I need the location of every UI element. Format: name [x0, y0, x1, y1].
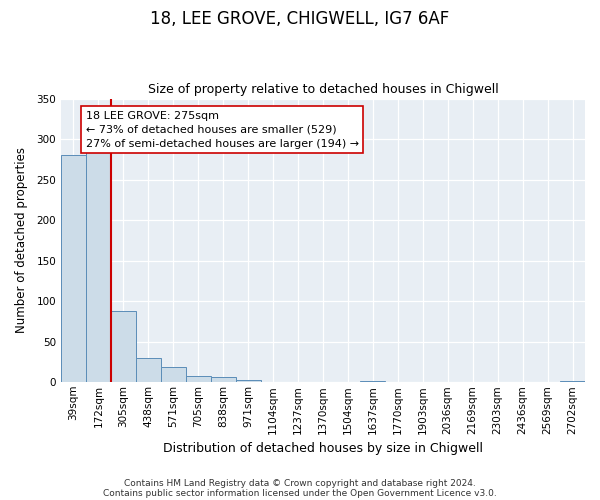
Text: Contains public sector information licensed under the Open Government Licence v3: Contains public sector information licen…	[103, 488, 497, 498]
Text: 18, LEE GROVE, CHIGWELL, IG7 6AF: 18, LEE GROVE, CHIGWELL, IG7 6AF	[151, 10, 449, 28]
Y-axis label: Number of detached properties: Number of detached properties	[15, 148, 28, 334]
X-axis label: Distribution of detached houses by size in Chigwell: Distribution of detached houses by size …	[163, 442, 483, 455]
Title: Size of property relative to detached houses in Chigwell: Size of property relative to detached ho…	[148, 83, 499, 96]
Bar	[86, 146, 111, 382]
Bar	[560, 380, 585, 382]
Bar	[186, 376, 211, 382]
Bar	[211, 378, 236, 382]
Text: 18 LEE GROVE: 275sqm
← 73% of detached houses are smaller (529)
27% of semi-deta: 18 LEE GROVE: 275sqm ← 73% of detached h…	[86, 110, 359, 148]
Bar	[136, 358, 161, 382]
Bar	[236, 380, 260, 382]
Bar	[61, 156, 86, 382]
Bar	[111, 311, 136, 382]
Bar	[361, 380, 385, 382]
Text: Contains HM Land Registry data © Crown copyright and database right 2024.: Contains HM Land Registry data © Crown c…	[124, 478, 476, 488]
Bar	[161, 366, 186, 382]
